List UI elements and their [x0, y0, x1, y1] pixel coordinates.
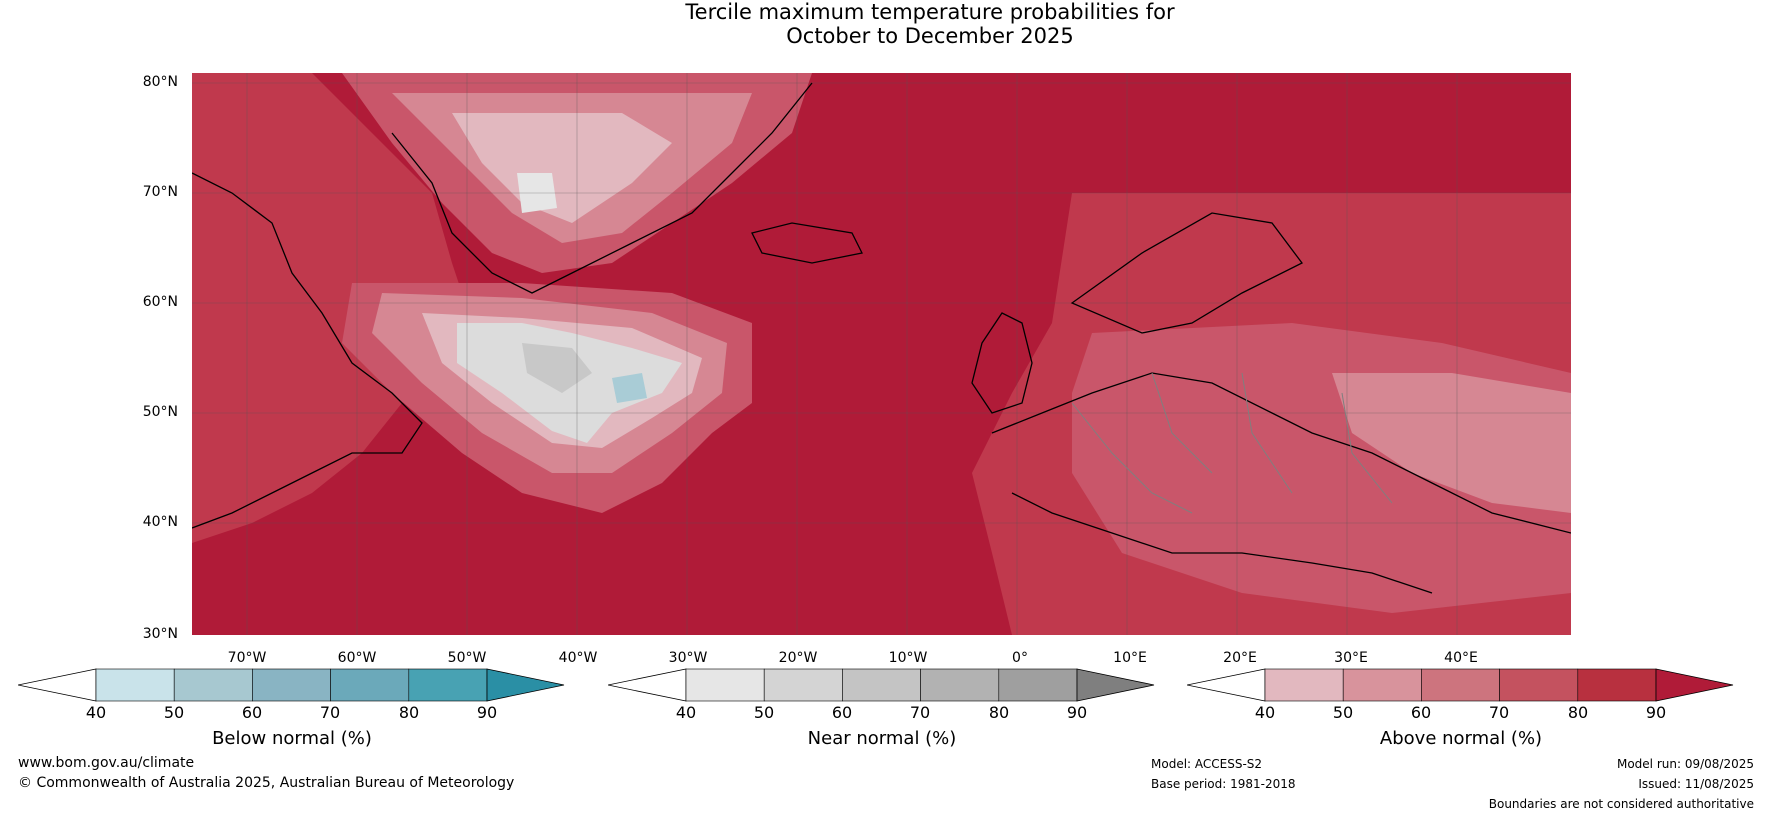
colorbar-segment	[685, 668, 765, 702]
disclaimer: Boundaries are not considered authoritat…	[1488, 797, 1754, 811]
colorbar-near-svg	[607, 668, 1155, 702]
coast-uk	[971, 312, 1033, 414]
lon-label-10e: 10°E	[1113, 650, 1147, 666]
colorbar-segment	[330, 668, 410, 702]
colorbar-segment	[408, 668, 488, 702]
model-run: Model run: 09/08/2025	[1616, 757, 1754, 771]
cbar-below-tick: 70	[319, 703, 341, 722]
region-atlantic-near-core	[522, 343, 592, 393]
colorbar-under-triangle	[607, 668, 687, 702]
title-line-2: October to December 2025	[786, 24, 1074, 48]
colorbar-above-label: Above normal (%)	[1379, 728, 1543, 749]
colorbar-near: 40 50 60 70 80 90	[607, 667, 1158, 722]
lon-label-40w: 40°W	[558, 650, 598, 666]
colorbar-under-triangle	[1186, 668, 1266, 702]
copyright: © Commonwealth of Australia 2025, Austra…	[18, 775, 515, 791]
lon-label-30e: 30°E	[1334, 650, 1368, 666]
colorbar-segment	[1577, 668, 1657, 702]
colorbar-segment	[95, 668, 175, 702]
coast-med	[1011, 492, 1433, 594]
probability-map	[192, 73, 1571, 635]
colorbar-segment	[1342, 668, 1422, 702]
colorbar-segment	[1264, 668, 1344, 702]
lon-label-40e: 40°E	[1444, 650, 1478, 666]
cbar-below-tick: 40	[85, 703, 107, 722]
lat-label-60n: 60°N	[142, 294, 178, 310]
model-name: Model: ACCESS-S2	[1151, 757, 1263, 771]
cbar-above-tick: 80	[1567, 703, 1589, 722]
website-link[interactable]: www.bom.gov.au/climate	[18, 755, 195, 771]
region-east-light	[1332, 373, 1571, 513]
cbar-near-tick: 70	[909, 703, 931, 722]
coast-canada	[192, 172, 423, 529]
colorbar-above: 40 50 60 70 80 90	[1186, 667, 1737, 722]
colorbar-near-label: Near normal (%)	[807, 728, 957, 749]
region-greenland-inner	[452, 113, 672, 223]
issued-date: Issued: 11/08/2025	[1638, 777, 1754, 791]
cbar-above-tick: 40	[1254, 703, 1276, 722]
coast-greenland	[391, 82, 813, 294]
map-title: Tercile maximum temperature probabilitie…	[0, 0, 1770, 48]
lat-label-50n: 50°N	[142, 404, 178, 420]
lat-label-80n: 80°N	[142, 74, 178, 90]
lon-label-20e: 20°E	[1223, 650, 1257, 666]
cbar-above-tick: 90	[1645, 703, 1667, 722]
coast-scandinavia	[1070, 212, 1303, 334]
cbar-near-tick: 40	[675, 703, 697, 722]
country-borders	[1071, 372, 1393, 514]
colorbar-segment	[763, 668, 843, 702]
lat-label-70n: 70°N	[142, 184, 178, 200]
cbar-near-tick: 50	[753, 703, 775, 722]
lat-label-40n: 40°N	[142, 514, 178, 530]
colorbar-segment	[842, 668, 921, 702]
cbar-above-tick: 50	[1332, 703, 1354, 722]
colorbar-over-triangle	[1076, 668, 1155, 702]
colorbar-under-triangle	[17, 668, 97, 702]
cbar-below-tick: 60	[241, 703, 263, 722]
coast-europe	[991, 372, 1571, 534]
lon-label-70w: 70°W	[227, 650, 267, 666]
colorbar-segment	[173, 668, 253, 702]
colorbar-above-svg	[1186, 668, 1734, 702]
cbar-above-tick: 60	[1410, 703, 1432, 722]
cbar-near-tick: 60	[831, 703, 853, 722]
colorbar-over-triangle	[1655, 668, 1734, 702]
colorbar-over-triangle	[486, 668, 565, 702]
lon-label-10w: 10°W	[888, 650, 928, 666]
colorbar-segment	[1421, 668, 1500, 702]
colorbar-below-label: Below normal (%)	[212, 728, 372, 749]
cbar-near-tick: 80	[988, 703, 1010, 722]
graticule	[192, 73, 1571, 635]
colorbar-segment	[998, 668, 1078, 702]
cbar-below-tick: 50	[163, 703, 185, 722]
cbar-near-tick: 90	[1066, 703, 1088, 722]
cbar-below-tick: 80	[398, 703, 420, 722]
title-line-1: Tercile maximum temperature probabilitie…	[685, 0, 1175, 24]
region-atlantic-below	[612, 373, 647, 403]
cbar-above-tick: 70	[1488, 703, 1510, 722]
coastlines	[192, 82, 1571, 594]
colorbar-segment	[1499, 668, 1579, 702]
coast-iceland	[751, 222, 863, 264]
lon-label-60w: 60°W	[337, 650, 377, 666]
colorbar-below-svg	[17, 668, 565, 702]
lon-label-50w: 50°W	[447, 650, 487, 666]
cbar-below-tick: 90	[476, 703, 498, 722]
colorbar-below: 40 50 60 70 80 90	[17, 667, 568, 722]
lon-label-30w: 30°W	[668, 650, 708, 666]
colorbar-segment	[920, 668, 1000, 702]
region-canada-coast	[192, 73, 472, 543]
lon-label-0: 0°	[1012, 650, 1028, 666]
lat-label-30n: 30°N	[142, 626, 178, 642]
colorbar-segment	[252, 668, 331, 702]
base-period: Base period: 1981-2018	[1151, 777, 1296, 791]
lon-label-20w: 20°W	[778, 650, 818, 666]
